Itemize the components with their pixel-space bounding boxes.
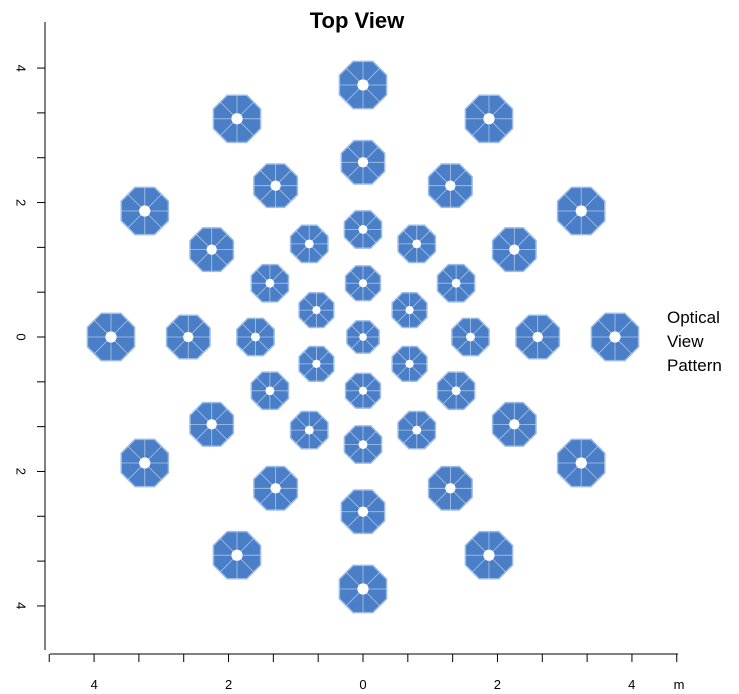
optical-element <box>120 186 170 236</box>
y-axis-ticks <box>37 67 45 607</box>
x-axis-tick-label: 0 <box>359 677 366 692</box>
optical-element <box>212 94 262 144</box>
optical-element <box>556 186 606 236</box>
optical-element <box>253 465 299 511</box>
optical-element <box>464 530 514 580</box>
optical-element <box>491 227 537 273</box>
optical-element <box>165 314 211 360</box>
optical-element <box>340 139 386 185</box>
diagram-title: Top View <box>310 8 405 33</box>
optical-element <box>253 163 299 209</box>
optical-element <box>250 371 290 411</box>
side-label: Optical View Pattern <box>667 308 722 375</box>
x-axis-ticks <box>48 654 678 662</box>
optical-element <box>346 320 380 354</box>
y-axis-tick-label: 4 <box>14 602 29 609</box>
optical-element <box>391 345 428 383</box>
x-axis-tick-label: 2 <box>494 677 501 692</box>
optical-element <box>338 60 388 110</box>
side-label-line-1: Optical <box>667 308 720 327</box>
optical-element <box>86 312 136 362</box>
optical-element <box>344 372 382 409</box>
optical-element <box>464 94 514 144</box>
x-axis-unit-label: m <box>674 677 685 692</box>
y-axis-tick-label: 0 <box>14 333 29 340</box>
optical-element <box>451 317 490 357</box>
optical-element <box>289 410 329 450</box>
optical-element <box>212 530 262 580</box>
optical-element <box>436 371 476 411</box>
optical-elements <box>86 60 640 614</box>
optical-element <box>289 224 329 264</box>
optical-element <box>298 345 335 383</box>
y-axis-tick-labels: 4 2 0 2 4 <box>14 65 29 610</box>
y-axis-tick-label: 4 <box>14 65 29 72</box>
optical-element <box>427 465 473 511</box>
optical-element <box>338 564 388 614</box>
optical-element <box>343 425 383 464</box>
optical-element <box>491 401 537 447</box>
x-axis-tick-label: 4 <box>91 677 98 692</box>
side-label-line-2: View <box>667 332 704 351</box>
optical-element <box>120 438 170 488</box>
optical-element <box>397 410 437 450</box>
y-axis-tick-label: 2 <box>14 199 29 206</box>
y-axis-tick-label: 2 <box>14 468 29 475</box>
optical-element <box>436 263 476 303</box>
x-axis-tick-labels: 4 2 0 2 4 <box>91 677 636 692</box>
optical-element <box>397 224 437 264</box>
x-axis-tick-label: 4 <box>628 677 635 692</box>
optical-element <box>189 227 235 273</box>
x-axis-tick-label: 2 <box>225 677 232 692</box>
optical-element <box>556 438 606 488</box>
optical-element <box>236 317 275 357</box>
optical-element <box>391 291 428 329</box>
optical-element <box>250 263 290 303</box>
optical-element <box>340 489 386 535</box>
optical-element <box>344 265 382 302</box>
optical-element <box>298 291 335 329</box>
optical-element <box>189 401 235 447</box>
optical-element <box>427 163 473 209</box>
optical-element <box>590 312 640 362</box>
optical-element <box>343 210 383 249</box>
side-label-line-3: Pattern <box>667 356 722 375</box>
optical-element <box>515 314 561 360</box>
